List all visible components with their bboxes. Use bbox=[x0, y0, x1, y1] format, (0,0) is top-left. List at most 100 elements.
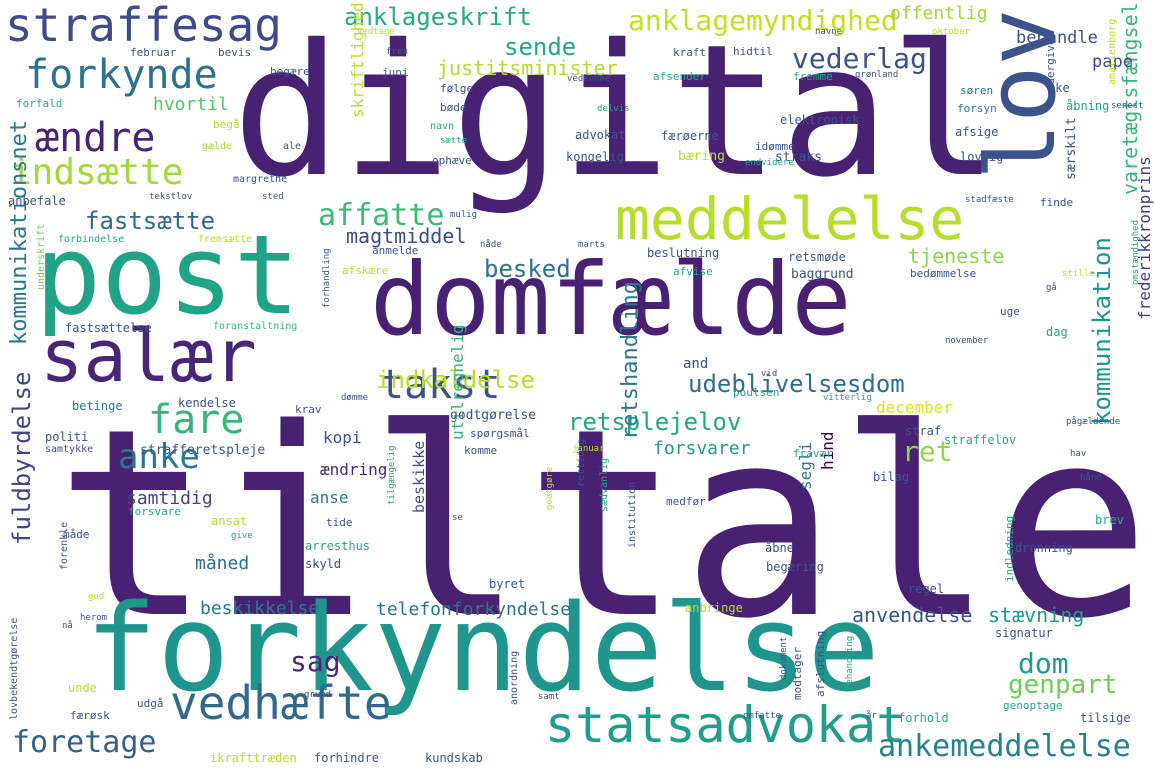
word-tilsige: tilsige bbox=[1080, 711, 1131, 725]
word-staevning: stævning bbox=[988, 603, 1085, 627]
word-se: se bbox=[452, 513, 463, 523]
word-politi: politi bbox=[45, 430, 89, 444]
word-rettidig: rettidig bbox=[576, 438, 587, 487]
word-delvis: delvis bbox=[597, 104, 630, 114]
word-stadfaeste: stadfæste bbox=[965, 195, 1014, 205]
word-domme: dømme bbox=[341, 393, 369, 403]
word-afskaere: afskære bbox=[342, 264, 389, 277]
word-kopi: kopi bbox=[323, 428, 362, 447]
word-ar: år bbox=[866, 711, 877, 721]
word-abning: åbning bbox=[1066, 99, 1110, 113]
word-takst: takst bbox=[380, 362, 501, 408]
word-kundskab: kundskab bbox=[425, 751, 483, 765]
word-forhandling: forhandling bbox=[322, 248, 332, 308]
word-sporgsmal: spørgsmål bbox=[470, 427, 530, 440]
word-affatte: affatte bbox=[318, 198, 445, 233]
word-offentlig: offentlig bbox=[890, 3, 988, 24]
word-hvortil: hvortil bbox=[153, 94, 229, 115]
word-faerosk: færøsk bbox=[70, 709, 110, 722]
word-mulig: mulig bbox=[450, 210, 478, 220]
word-sag: sag bbox=[290, 645, 341, 678]
word-magtmiddel: magtmiddel bbox=[346, 224, 467, 248]
word-marts: marts bbox=[578, 240, 606, 250]
word-saedvanlig: sædvanlig bbox=[599, 457, 610, 512]
word-januar: januar bbox=[572, 444, 605, 454]
word-bevis: bevis bbox=[218, 46, 252, 59]
word-kongelig: kongelig bbox=[566, 150, 624, 164]
word-forenkle: forenkle bbox=[59, 521, 70, 570]
word-brev: brev bbox=[1095, 513, 1124, 527]
word-medfor: medfør bbox=[666, 495, 706, 508]
word-give: give bbox=[231, 531, 253, 541]
word-fremme: fremme bbox=[793, 70, 833, 83]
word-dokument: dokument bbox=[779, 636, 789, 680]
word-unde: unde bbox=[68, 681, 97, 695]
word-februar: februar bbox=[130, 46, 177, 59]
word-faeroerne: færøerne bbox=[661, 129, 719, 143]
word-finde: finde bbox=[1040, 196, 1074, 209]
word-gud: gud bbox=[88, 592, 105, 602]
word-navn: navn bbox=[430, 121, 455, 132]
word-nade: nåde bbox=[480, 240, 502, 250]
word-behandling: behandling bbox=[845, 635, 855, 690]
word-justitsminister: justitsminister bbox=[437, 56, 618, 80]
word-soren: søren bbox=[960, 84, 994, 97]
word-forhold: forhold bbox=[898, 711, 949, 725]
word-forbindelse: forbindelse bbox=[58, 234, 125, 245]
word-anvendelse: anvendelse bbox=[852, 603, 973, 627]
word-ikrafttraeden: ikrafttræden bbox=[210, 751, 297, 765]
word-krav: krav bbox=[295, 403, 322, 416]
word-byret: byret bbox=[489, 577, 526, 591]
word-dronning: dronning bbox=[1015, 541, 1073, 555]
word-gaelde: gælde bbox=[202, 141, 233, 152]
word-fuldbyrdelse: fuldbyrdelse bbox=[8, 371, 36, 545]
word-behandle: behandle bbox=[1016, 28, 1098, 48]
word-straffelov: straffelov bbox=[944, 433, 1017, 447]
word-pape: pape bbox=[1092, 52, 1133, 72]
word-betinge: betinge bbox=[72, 399, 123, 413]
word-herom: herom bbox=[80, 613, 108, 623]
word-domfaelde: domfælde bbox=[370, 241, 852, 358]
word-ga: gå bbox=[1046, 283, 1057, 293]
word-hav: hav bbox=[1070, 449, 1087, 459]
word-bode: bøde bbox=[440, 101, 467, 114]
word-uge: uge bbox=[1000, 305, 1020, 318]
word-telefonforkyndelse: telefonforkyndelse bbox=[376, 599, 572, 620]
word-na: nå bbox=[62, 621, 73, 631]
word-fare: fare bbox=[148, 397, 245, 443]
word-anmelde: anmelde bbox=[372, 244, 419, 257]
word-november: november bbox=[945, 336, 989, 346]
word-saerskilt: særskilt bbox=[1064, 117, 1079, 180]
word-and: and bbox=[683, 356, 709, 372]
word-besked: besked bbox=[484, 255, 571, 283]
word-vitterlig: vitterlig bbox=[823, 393, 872, 403]
word-kommunikation: kommunikation bbox=[1088, 237, 1116, 425]
word-forhindre: forhindre bbox=[314, 751, 380, 765]
word-dag: dag bbox=[1046, 325, 1068, 339]
word-genoptage: genoptage bbox=[1003, 699, 1063, 712]
word-forsvarer: forsvarer bbox=[653, 438, 751, 459]
word-hidtil: hidtil bbox=[733, 45, 773, 58]
word-komme: komme bbox=[464, 444, 498, 457]
word-aendre: ændre bbox=[35, 115, 156, 161]
word-advokat: advokat bbox=[575, 128, 626, 142]
word-digital: digital bbox=[232, 5, 1000, 217]
word-idomme: idømme bbox=[755, 140, 795, 153]
word-signatur: signatur bbox=[995, 626, 1053, 640]
word-endvidere: endvidere bbox=[745, 158, 794, 168]
word-retshandling: retshandling bbox=[618, 281, 643, 440]
word-ophaeve: ophæve bbox=[432, 154, 472, 167]
word-anbefale: anbefale bbox=[8, 194, 66, 208]
word-vid: vid bbox=[761, 369, 778, 379]
word-ske: ske bbox=[1048, 81, 1070, 95]
word-tiltale: tiltale bbox=[55, 374, 1151, 676]
word-meddelelse: meddelelse bbox=[615, 185, 965, 253]
word-foretage: foretage bbox=[12, 725, 157, 760]
word-bega: begå bbox=[213, 118, 240, 131]
word-sted: sted bbox=[262, 192, 284, 202]
word-dom: dom bbox=[1018, 647, 1069, 680]
word-post: post bbox=[35, 211, 300, 339]
word-lovlig: lovlig bbox=[960, 150, 1004, 164]
word-poulsen: poulsen bbox=[733, 386, 780, 399]
word-afsender: afsender bbox=[653, 70, 706, 83]
